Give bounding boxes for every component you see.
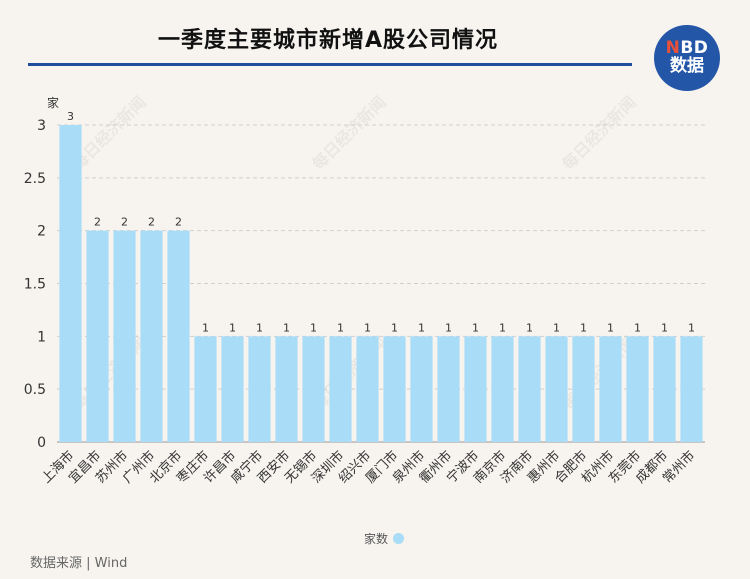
bar-value-label: 1 bbox=[256, 321, 263, 334]
bar bbox=[599, 336, 622, 442]
bar bbox=[59, 125, 82, 442]
bar bbox=[194, 336, 217, 442]
bar bbox=[383, 336, 406, 442]
logo-letters-bd: BD bbox=[680, 38, 709, 59]
bar-value-label: 1 bbox=[418, 321, 425, 334]
bar bbox=[545, 336, 568, 442]
bar bbox=[437, 336, 460, 442]
y-tick-label: 3 bbox=[37, 118, 46, 134]
bar-value-label: 1 bbox=[688, 321, 695, 334]
bar-value-label: 1 bbox=[391, 321, 398, 334]
bar-value-label: 2 bbox=[94, 216, 101, 229]
logo-letter-n: N bbox=[665, 38, 681, 59]
bar bbox=[140, 230, 163, 442]
bar bbox=[302, 336, 325, 442]
bar-value-label: 2 bbox=[175, 216, 182, 229]
y-tick-label: 1 bbox=[37, 329, 46, 345]
bar-value-label: 1 bbox=[310, 321, 317, 334]
y-unit-label: 家 bbox=[47, 95, 59, 110]
legend-label: 家数 bbox=[364, 532, 389, 546]
legend-swatch bbox=[393, 533, 405, 544]
title-underline bbox=[28, 63, 632, 66]
data-source: 数据来源 | Wind bbox=[30, 556, 128, 571]
bar bbox=[572, 336, 595, 442]
y-tick-label: 1.5 bbox=[24, 277, 46, 293]
nbd-logo: NBD 数据 bbox=[654, 25, 720, 91]
bar-value-label: 1 bbox=[580, 321, 587, 334]
bar-value-label: 1 bbox=[337, 321, 344, 334]
bar-value-label: 1 bbox=[634, 321, 641, 334]
bar bbox=[518, 336, 541, 442]
bar bbox=[491, 336, 514, 442]
bar-value-label: 1 bbox=[607, 321, 614, 334]
bar-value-label: 2 bbox=[121, 216, 128, 229]
bar bbox=[626, 336, 649, 442]
bar bbox=[221, 336, 244, 442]
bar-value-label: 1 bbox=[445, 321, 452, 334]
bar-value-label: 2 bbox=[148, 216, 155, 229]
bar bbox=[167, 230, 190, 442]
y-tick-label: 0.5 bbox=[24, 382, 46, 398]
bar bbox=[329, 336, 352, 442]
bar bbox=[680, 336, 703, 442]
bar-value-label: 3 bbox=[67, 110, 74, 123]
bar-value-label: 1 bbox=[202, 321, 209, 334]
bar-value-label: 1 bbox=[553, 321, 560, 334]
bar-value-label: 1 bbox=[661, 321, 668, 334]
bar bbox=[464, 336, 487, 442]
bar-value-label: 1 bbox=[526, 321, 533, 334]
bar bbox=[410, 336, 433, 442]
bar-value-label: 1 bbox=[472, 321, 479, 334]
bar bbox=[356, 336, 379, 442]
y-tick-label: 2 bbox=[37, 224, 46, 240]
chart-legend: 家数 bbox=[364, 530, 405, 547]
bar-value-label: 1 bbox=[229, 321, 236, 334]
chart-title: 一季度主要城市新增A股公司情况 bbox=[157, 28, 499, 53]
y-tick-label: 2.5 bbox=[24, 171, 46, 187]
bar-value-label: 1 bbox=[283, 321, 290, 334]
bar bbox=[653, 336, 676, 442]
bar bbox=[248, 336, 271, 442]
bar bbox=[275, 336, 298, 442]
bar-value-label: 1 bbox=[364, 321, 371, 334]
y-tick-label: 0 bbox=[37, 435, 46, 451]
bar bbox=[113, 230, 136, 442]
bar bbox=[86, 230, 109, 442]
logo-text-shuju: 数据 bbox=[670, 56, 704, 76]
bar-value-label: 1 bbox=[499, 321, 506, 334]
